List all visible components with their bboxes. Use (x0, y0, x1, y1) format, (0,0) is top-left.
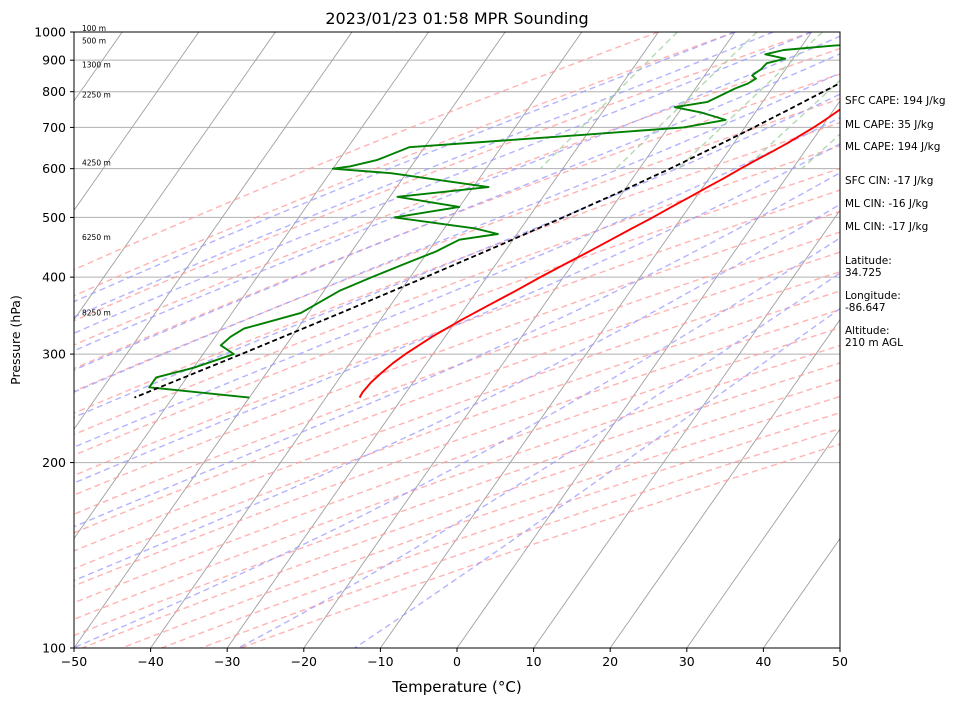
y-tick-label: 500 (42, 210, 66, 225)
isotherm-line (74, 32, 200, 212)
x-tick-label: −40 (137, 654, 163, 669)
height-label: 2250 m (82, 90, 111, 99)
isotherm-line (150, 32, 583, 648)
moist-adiabat-line (74, 53, 840, 371)
isotherm-line (686, 428, 840, 648)
isotherm-line (303, 32, 736, 648)
axes: −50 −40 −30 −20 −10 0 10 20 30 40 50 100 200 300 400 50… (34, 25, 848, 670)
x-tick-label: −10 (367, 654, 393, 669)
moist-adiabat-line (74, 143, 840, 484)
height-label: 6250 m (82, 233, 111, 242)
x-axis-label: Temperature (°C) (391, 678, 521, 696)
x-tick-label: −50 (61, 654, 87, 669)
y-tick-label: 100 (42, 641, 66, 656)
ml-cin: ML CIN: -16 J/kg (845, 198, 929, 210)
height-label: 4250 m (82, 158, 111, 167)
x-tick-label: 40 (755, 654, 771, 669)
moist-adiabat-line (74, 32, 774, 318)
height-label: 100 m (82, 24, 106, 33)
y-tick-label: 200 (42, 455, 66, 470)
y-tick-label: 900 (42, 53, 66, 68)
dry-adiabat-line (74, 47, 840, 346)
moist-adiabat-line (74, 32, 736, 303)
dry-adiabat-line (74, 32, 659, 271)
isotherm-line (74, 32, 506, 648)
height-label: 8250 m (82, 309, 111, 318)
moist-adiabat-line (238, 272, 840, 648)
height-label: 1300 m (82, 61, 111, 70)
moist-adiabat-line (74, 172, 840, 528)
moist-adiabat-line (74, 32, 812, 334)
isotherm-line (74, 32, 429, 540)
x-tick-label: 30 (679, 654, 695, 669)
dry-adiabat-line (74, 32, 736, 297)
x-tick-label: 0 (453, 654, 461, 669)
dry-adiabat-line (74, 344, 840, 621)
height-labels: 100 m 500 m 1300 m 2250 m 4250 m 6250 m 8250 m (82, 24, 111, 318)
y-tick-label: 300 (42, 347, 66, 362)
mixing-ratio-line (615, 32, 758, 170)
dry-adiabat-line (74, 98, 840, 392)
y-tick-label: 400 (42, 270, 66, 285)
isotherm-line (609, 318, 840, 648)
mu-cape: ML CAPE: 194 J/kg (845, 141, 941, 153)
dry-adiabat-line (74, 145, 840, 436)
mixing-ratio-line (744, 79, 840, 170)
latitude: Latitude: 34.725 (845, 255, 892, 279)
sfc-cape: SFC CAPE: 194 J/kg (845, 95, 946, 107)
height-label: 500 m (82, 36, 106, 45)
dry-adiabat-line (74, 326, 840, 604)
dry-adiabat-line (74, 167, 840, 457)
mu-cin: ML CIN: -17 J/kg (845, 221, 929, 233)
y-tick-label: 1000 (34, 25, 66, 40)
y-axis-label: Pressure (hPa) (8, 295, 23, 385)
moist-adiabat-line (74, 203, 840, 582)
x-tick-label: −20 (291, 654, 317, 669)
background-lines (74, 32, 840, 648)
chart-title: 2023/01/23 01:58 MPR Sounding (325, 9, 588, 28)
y-tick-label: 700 (42, 120, 66, 135)
altitude: Altitude: 210 m AGL (845, 325, 903, 349)
x-tick-label: 20 (602, 654, 618, 669)
moist-adiabat-line (74, 237, 840, 648)
dry-adiabat-line (74, 362, 840, 637)
isotherm-line (74, 32, 353, 430)
moist-adiabat-line (74, 93, 840, 419)
isotherm-line (380, 32, 812, 648)
dry-adiabat-line (74, 271, 840, 552)
parcel-profile-line (134, 82, 840, 399)
isotherm-line (533, 209, 840, 648)
dewpoint-line (148, 44, 840, 399)
dry-adiabat-line (74, 231, 840, 515)
dry-adiabat-line (74, 121, 840, 414)
dry-adiabat-line (74, 73, 840, 370)
isotherm-line (74, 32, 276, 321)
x-tick-label: −30 (214, 654, 240, 669)
mixing-ratio-line (539, 32, 678, 170)
longitude: Longitude: -86.647 (845, 290, 901, 314)
moist-adiabat-line (354, 307, 840, 648)
ml-cape: ML CAPE: 35 J/kg (845, 119, 934, 131)
moist-adiabat-line (74, 72, 840, 393)
isotherm-line (226, 32, 659, 648)
x-tick-label: 50 (832, 654, 848, 669)
y-tick-label: 600 (42, 161, 66, 176)
moist-adiabat-line (74, 116, 840, 448)
isotherm-line (456, 100, 840, 648)
profiles (134, 44, 840, 399)
temperature-line (358, 108, 840, 399)
dry-adiabat-line (74, 290, 840, 570)
isotherm-line (763, 537, 840, 648)
sfc-cin: SFC CIN: -17 J/kg (845, 175, 934, 187)
mixing-ratio-line (801, 133, 840, 170)
dry-adiabat-line (121, 395, 840, 648)
moist-adiabat-line (74, 35, 840, 352)
dry-adiabat-line (74, 210, 840, 496)
y-tick-label: 800 (42, 84, 66, 99)
x-tick-label: 10 (526, 654, 542, 669)
